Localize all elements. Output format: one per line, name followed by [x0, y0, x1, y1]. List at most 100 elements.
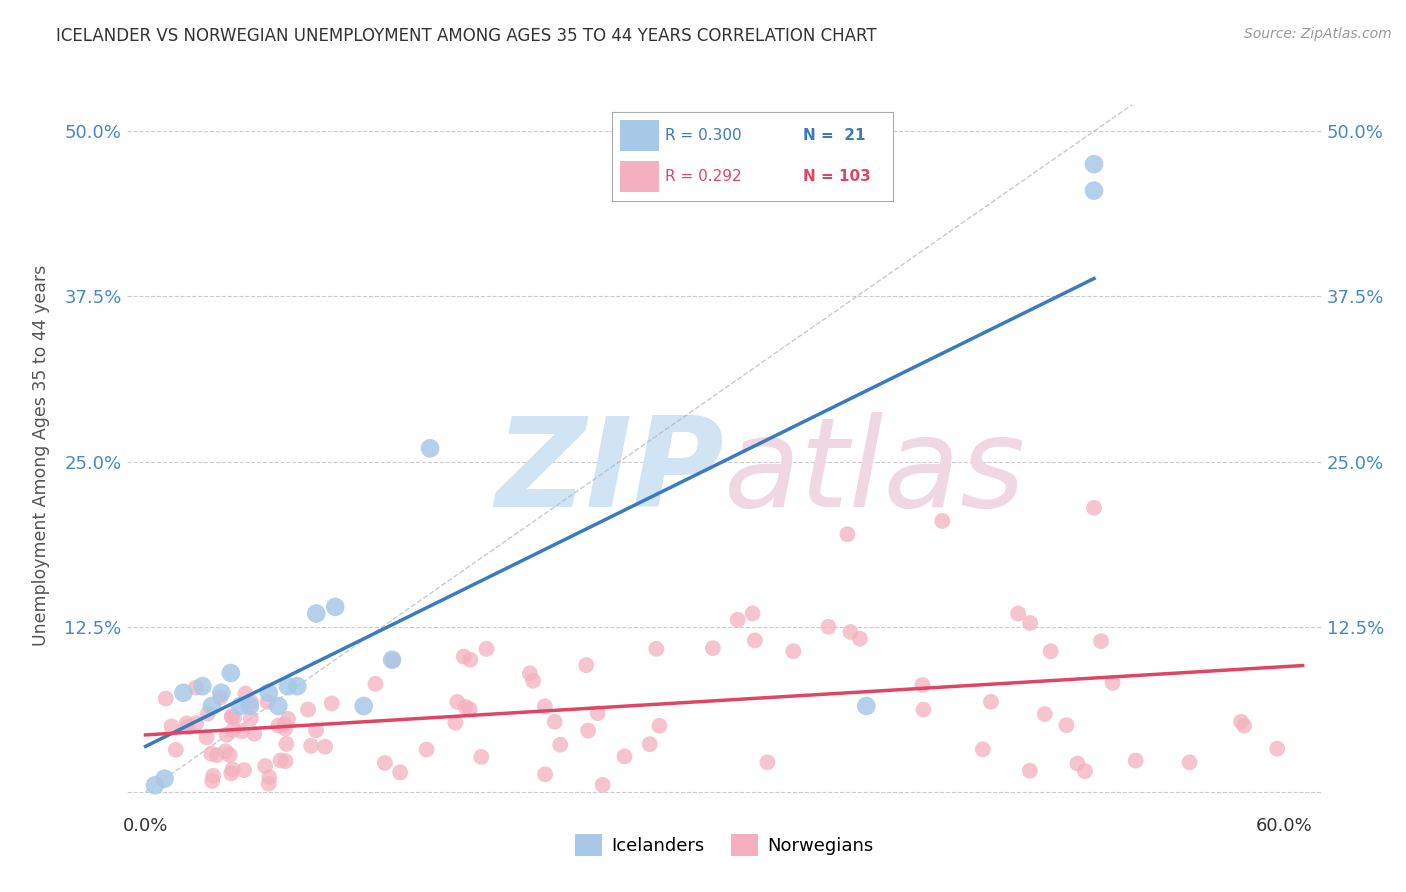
Point	[267, 718, 290, 732]
Point	[575, 658, 598, 673]
Point	[277, 679, 299, 693]
Point	[576, 723, 599, 738]
Point	[184, 681, 207, 695]
Point	[911, 678, 934, 692]
Point	[305, 723, 328, 738]
Point	[453, 649, 475, 664]
Point	[1090, 634, 1112, 648]
Point	[233, 763, 256, 777]
Point	[254, 759, 277, 773]
Point	[533, 699, 555, 714]
Point	[274, 754, 297, 768]
Point	[1233, 719, 1256, 733]
Point	[201, 774, 224, 789]
Point	[817, 620, 839, 634]
Text: R = 0.292: R = 0.292	[665, 169, 741, 184]
Point	[221, 709, 243, 723]
Point	[222, 711, 245, 725]
Point	[364, 677, 387, 691]
Point	[239, 698, 262, 713]
Point	[1230, 714, 1253, 729]
Point	[209, 686, 232, 700]
Point	[782, 644, 804, 658]
Point	[1039, 644, 1062, 658]
Point	[222, 723, 245, 738]
Point	[270, 754, 292, 768]
Point	[202, 769, 225, 783]
Point	[648, 719, 671, 733]
Point	[353, 698, 375, 713]
Text: atlas: atlas	[724, 412, 1026, 533]
Point	[1125, 754, 1147, 768]
Point	[176, 716, 198, 731]
Point	[214, 744, 236, 758]
Point	[1265, 741, 1288, 756]
Point	[444, 715, 467, 730]
Point	[273, 717, 295, 731]
Point	[221, 709, 243, 723]
Point	[458, 653, 481, 667]
Point	[837, 527, 859, 541]
Text: ZIP: ZIP	[495, 412, 724, 533]
Text: ICELANDER VS NORWEGIAN UNEMPLOYMENT AMONG AGES 35 TO 44 YEARS CORRELATION CHART: ICELANDER VS NORWEGIAN UNEMPLOYMENT AMON…	[56, 27, 877, 45]
Point	[231, 724, 253, 739]
Point	[239, 695, 262, 709]
Point	[143, 778, 166, 792]
Point	[1066, 756, 1088, 771]
Point	[931, 514, 953, 528]
Point	[323, 599, 346, 614]
Point	[519, 666, 541, 681]
Point	[285, 679, 308, 693]
Point	[201, 698, 224, 713]
Point	[548, 738, 571, 752]
Point	[972, 742, 994, 756]
Point	[267, 698, 290, 713]
Point	[475, 641, 498, 656]
Point	[522, 673, 544, 688]
Point	[454, 700, 477, 714]
Point	[205, 748, 228, 763]
Bar	[620, 120, 659, 151]
Point	[219, 766, 242, 780]
Point	[184, 716, 207, 731]
Point	[415, 742, 437, 756]
Text: N =  21: N = 21	[803, 128, 865, 143]
Point	[613, 749, 636, 764]
Point	[1019, 764, 1042, 778]
Point	[243, 727, 266, 741]
Point	[855, 698, 877, 713]
Point	[215, 728, 238, 742]
Point	[153, 772, 176, 786]
Point	[276, 737, 298, 751]
Point	[1019, 615, 1042, 630]
Point	[239, 711, 262, 725]
Point	[221, 763, 243, 777]
Point	[299, 739, 322, 753]
Point	[277, 712, 299, 726]
Point	[727, 613, 749, 627]
Point	[1083, 500, 1105, 515]
Point	[586, 706, 609, 720]
Point	[1054, 718, 1077, 732]
Point	[645, 641, 668, 656]
Point	[1033, 706, 1056, 721]
Point	[257, 686, 280, 700]
Point	[446, 695, 468, 709]
Point	[592, 778, 614, 792]
Point	[155, 691, 177, 706]
Point	[419, 442, 441, 456]
Point	[980, 695, 1002, 709]
Point	[1083, 184, 1105, 198]
Point	[257, 777, 280, 791]
Legend: Icelanders, Norwegians: Icelanders, Norwegians	[568, 827, 880, 863]
Point	[744, 633, 766, 648]
Point	[1083, 157, 1105, 171]
Point	[374, 756, 396, 770]
Point	[321, 697, 343, 711]
Point	[256, 695, 278, 709]
Point	[274, 722, 297, 736]
Point	[534, 767, 557, 781]
Point	[197, 706, 219, 721]
Point	[1074, 764, 1097, 779]
Point	[458, 702, 481, 716]
